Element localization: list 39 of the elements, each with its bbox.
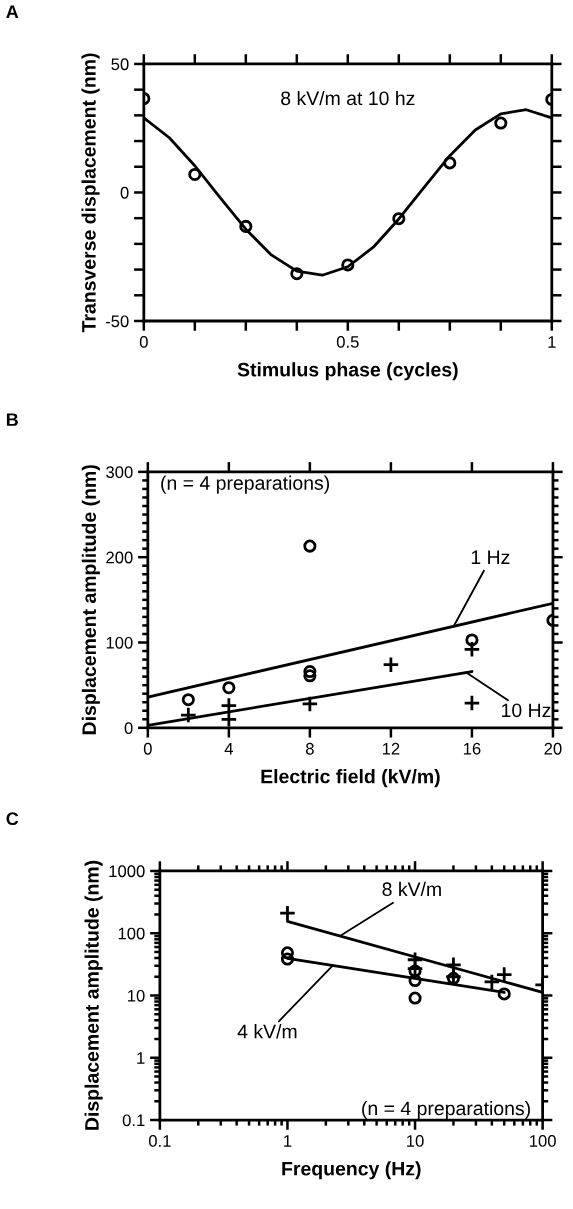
- y-tick-label: 1000: [109, 865, 145, 878]
- y-tick-label: 100: [118, 927, 145, 940]
- y-tick-label: 0: [124, 722, 133, 735]
- y-tick-label: 50: [111, 58, 129, 71]
- y-tick-label: -50: [105, 315, 129, 328]
- annotation: (n = 4 preparations): [362, 1100, 530, 1120]
- y-tick-label: 10: [128, 989, 145, 1002]
- y-tick-label: 1: [137, 1052, 145, 1064]
- x-tick-label: 1: [548, 336, 556, 348]
- text: C: [6, 812, 19, 826]
- y-tick-label: 300: [106, 466, 133, 479]
- x-tick-label: 4: [224, 743, 233, 755]
- x-tick-label: 0.5: [336, 336, 359, 348]
- annotation: 8 kV/m: [382, 881, 441, 897]
- x-axis-title: Electric field (kV/m): [261, 769, 440, 788]
- x-tick-label: 10: [407, 1135, 424, 1147]
- y-tick-label: 200: [106, 551, 133, 564]
- x-tick-label: 16: [463, 742, 481, 755]
- annotation: (n = 4 preparations): [161, 475, 330, 494]
- y-tick-label: 0.1: [122, 1114, 145, 1127]
- x-tick-label: 0.1: [148, 1135, 171, 1147]
- annotation: 4 kV/m: [237, 1024, 297, 1039]
- chart-title: A: [6, 5, 19, 18]
- annotation: 1 Hz: [471, 550, 510, 564]
- x-tick-label: 20: [544, 742, 562, 755]
- y-axis-title: Displacement amplitude (nm): [81, 465, 100, 735]
- x-tick-label: 8: [305, 742, 314, 755]
- chart-title: B: [6, 413, 18, 426]
- x-axis-title: Stimulus phase (cycles): [237, 362, 458, 381]
- y-axis-title: Displacement amplitude (nm): [84, 860, 103, 1130]
- y-tick-label: 100: [106, 636, 133, 649]
- y-axis-title: Transverse displacement (nm): [81, 53, 100, 333]
- annotation: 8 kV/m at 10 hz: [281, 90, 415, 106]
- x-axis-title: Frequency (Hz): [282, 1161, 421, 1180]
- x-tick-label: 100: [530, 1135, 556, 1147]
- annotation: 10 Hz: [502, 703, 551, 718]
- y-tick-label: 0: [120, 186, 129, 199]
- x-tick-label: 1: [284, 1135, 292, 1147]
- x-tick-label: 12: [382, 742, 400, 755]
